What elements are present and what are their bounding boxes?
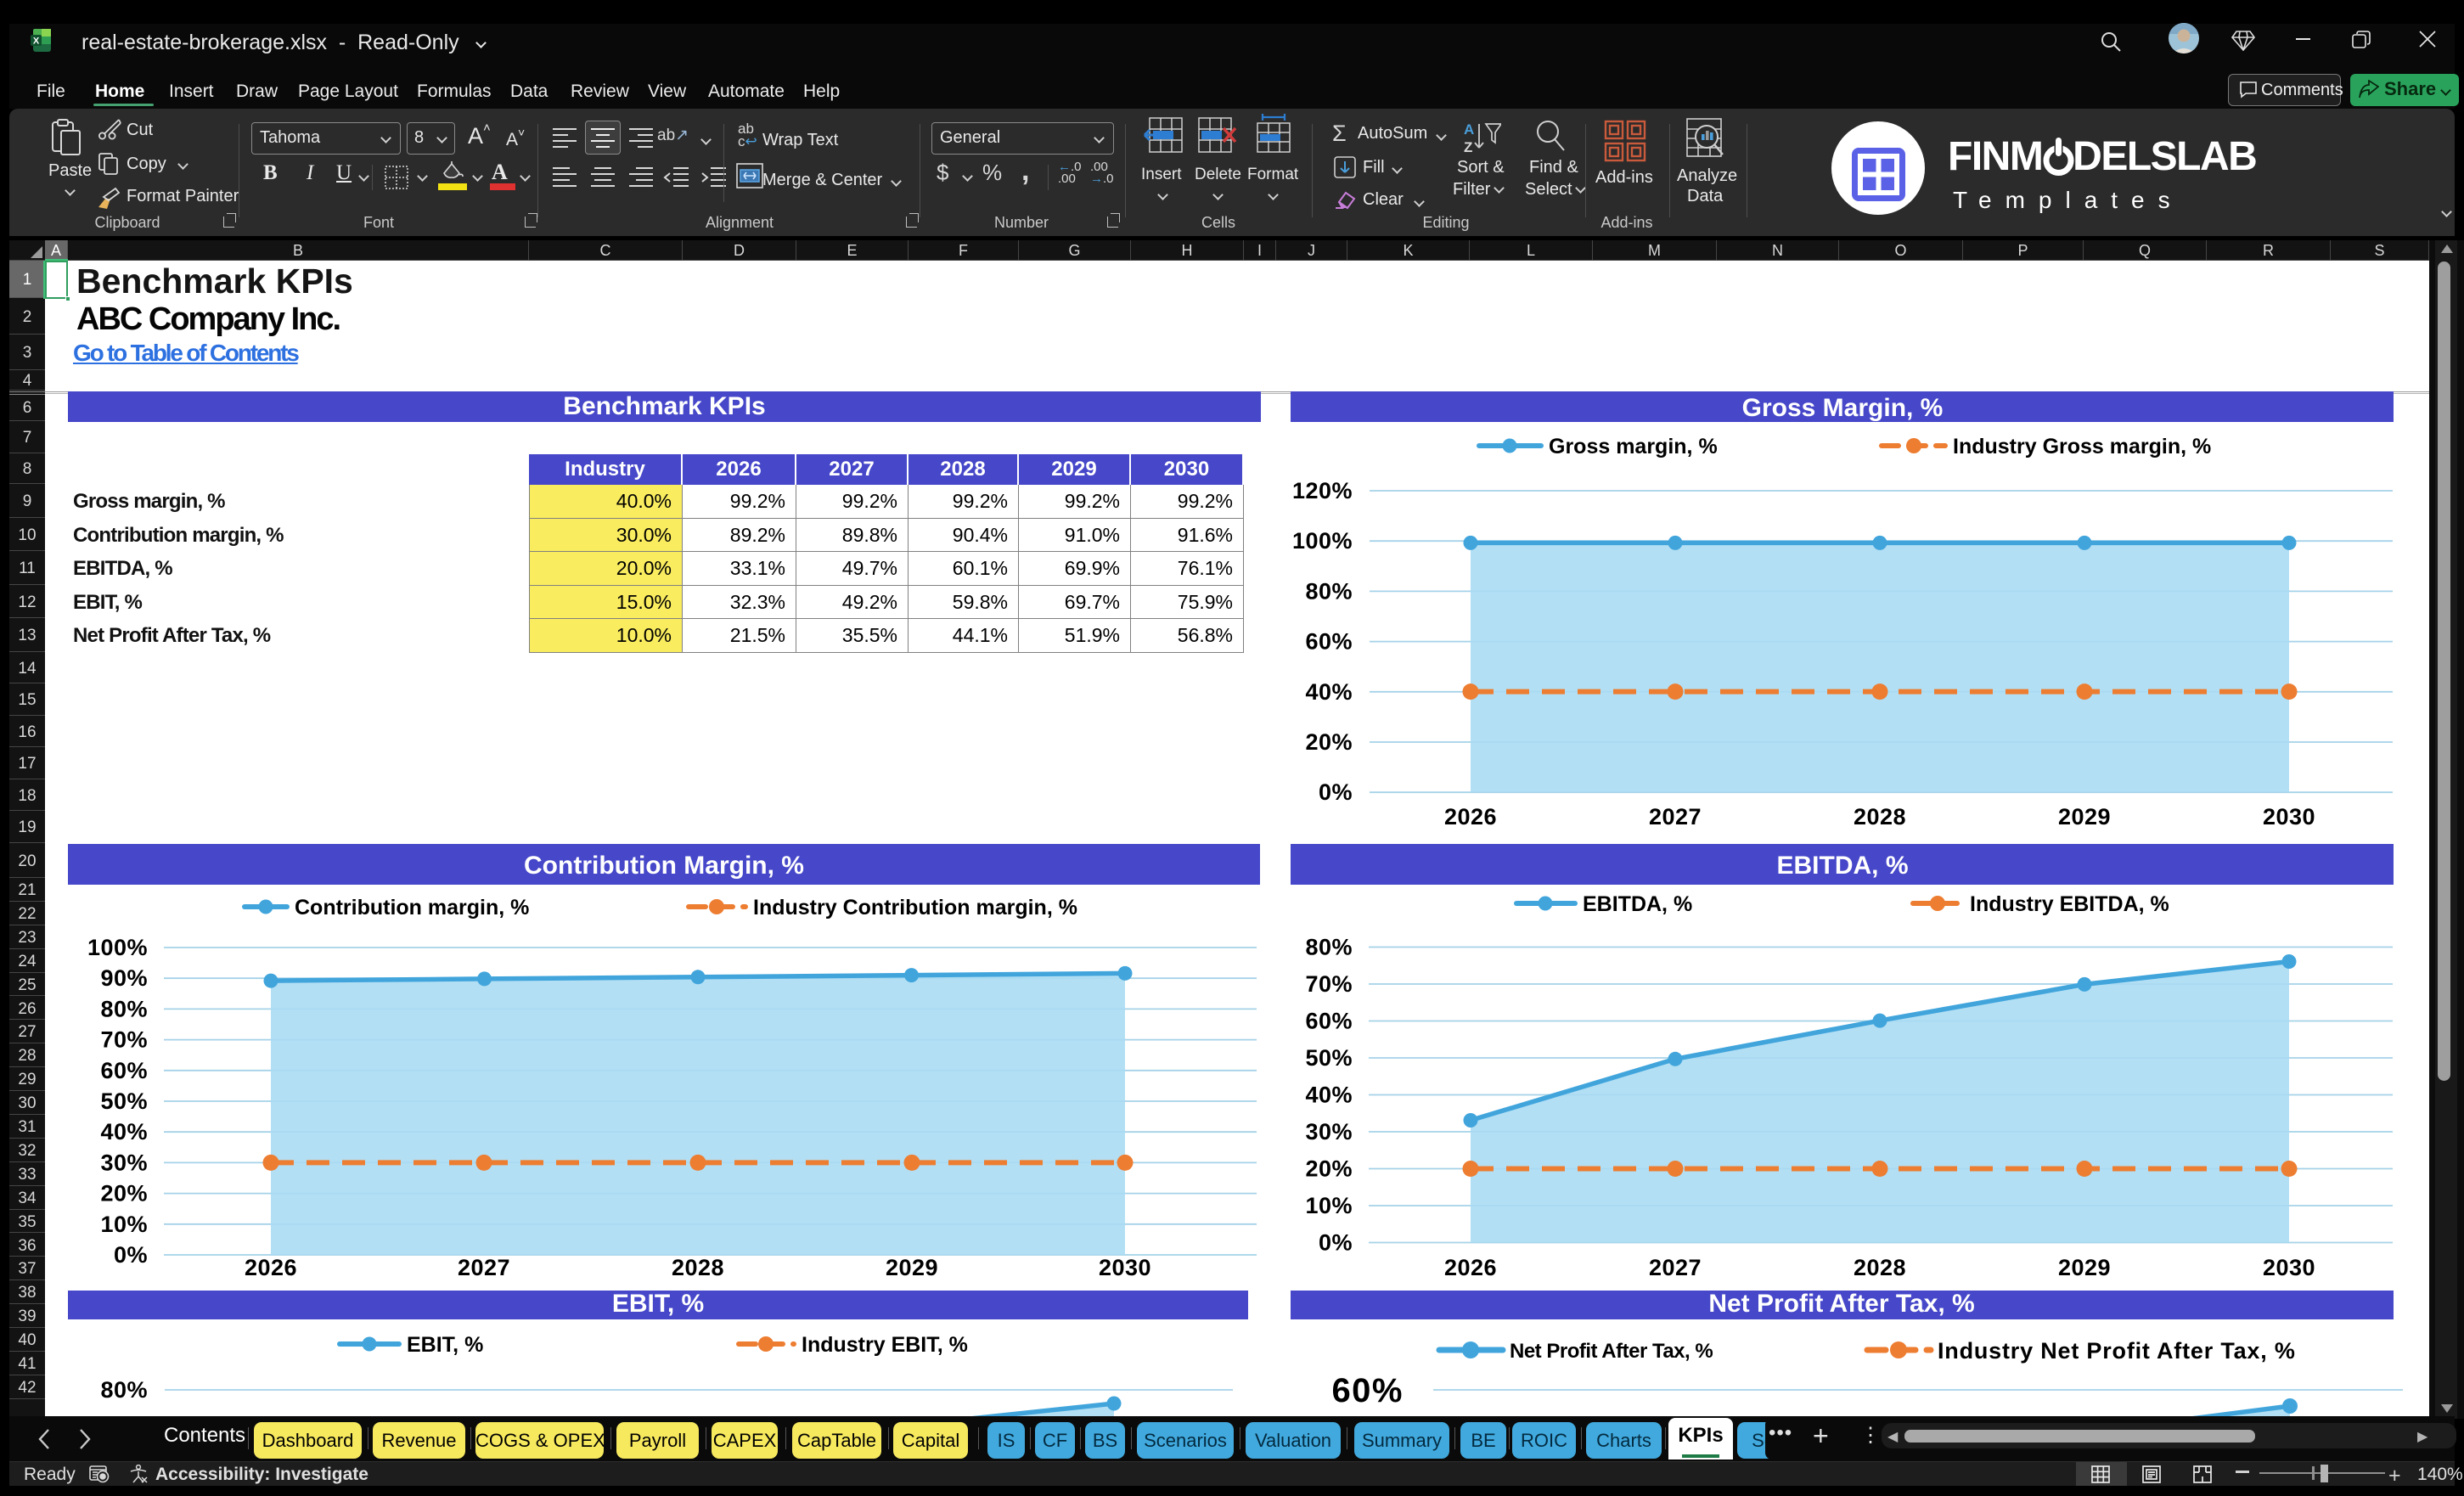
svg-text:2030: 2030 — [2263, 804, 2315, 830]
svg-text:30%: 30% — [1305, 1119, 1353, 1144]
svg-text:50%: 50% — [1305, 1045, 1353, 1071]
svg-text:10%: 10% — [100, 1212, 148, 1237]
svg-text:80%: 80% — [1305, 578, 1353, 604]
svg-text:Industry EBIT, %: Industry EBIT, % — [802, 1333, 968, 1357]
svg-text:50%: 50% — [100, 1088, 148, 1114]
svg-text:Industry Net Profit After Tax,: Industry Net Profit After Tax, % — [1938, 1338, 2296, 1364]
svg-text:2027: 2027 — [1649, 1255, 1702, 1280]
svg-text:Industry Gross margin, %: Industry Gross margin, % — [1953, 435, 2211, 458]
svg-text:Industry Contribution margin,: Industry Contribution margin, % — [753, 896, 1077, 920]
svg-text:2027: 2027 — [458, 1255, 510, 1280]
svg-text:60%: 60% — [1305, 1009, 1353, 1034]
svg-text:20%: 20% — [100, 1181, 148, 1206]
svg-text:Z: Z — [1464, 139, 1472, 155]
svg-text:0%: 0% — [1319, 779, 1353, 805]
svg-text:Contribution margin, %: Contribution margin, % — [295, 896, 529, 920]
svg-text:80%: 80% — [100, 996, 148, 1021]
svg-text:60%: 60% — [100, 1058, 148, 1083]
svg-text:EBITDA, %: EBITDA, % — [1583, 892, 1692, 916]
svg-text:EBIT, %: EBIT, % — [407, 1333, 483, 1357]
svg-text:120%: 120% — [1292, 478, 1353, 503]
svg-text:2027: 2027 — [1649, 804, 1702, 830]
svg-text:Net Profit After Tax, %: Net Profit After Tax, % — [1510, 1340, 1713, 1363]
svg-text:20%: 20% — [1305, 729, 1353, 755]
svg-text:2030: 2030 — [1099, 1255, 1151, 1280]
svg-text:Contribution Margin, %: Contribution Margin, % — [524, 852, 804, 880]
svg-text:40%: 40% — [1305, 1083, 1353, 1108]
svg-text:20%: 20% — [1305, 1156, 1353, 1182]
svg-text:2026: 2026 — [1444, 804, 1497, 830]
svg-text:30%: 30% — [100, 1150, 148, 1175]
svg-text:2030: 2030 — [2263, 1255, 2315, 1280]
svg-text:Net Profit After Tax, %: Net Profit After Tax, % — [1708, 1291, 1974, 1318]
svg-text:2029: 2029 — [2058, 804, 2111, 830]
svg-text:60%: 60% — [1331, 1372, 1404, 1409]
svg-text:EBIT, %: EBIT, % — [612, 1291, 704, 1318]
svg-text:2026: 2026 — [1444, 1255, 1497, 1280]
svg-text:2028: 2028 — [1854, 1255, 1906, 1280]
svg-text:90%: 90% — [100, 965, 148, 991]
svg-text:80%: 80% — [100, 1377, 148, 1403]
svg-text:70%: 70% — [100, 1027, 148, 1053]
svg-text:0%: 0% — [114, 1242, 148, 1268]
svg-text:60%: 60% — [1305, 629, 1353, 655]
svg-text:2029: 2029 — [886, 1255, 938, 1280]
svg-text:100%: 100% — [87, 935, 148, 960]
svg-text:0%: 0% — [1319, 1230, 1353, 1256]
svg-text:2028: 2028 — [1854, 804, 1906, 830]
svg-text:40%: 40% — [100, 1119, 148, 1144]
svg-text:80%: 80% — [1305, 935, 1353, 960]
svg-text:100%: 100% — [1292, 528, 1353, 554]
svg-text:EBITDA, %: EBITDA, % — [1776, 852, 1908, 880]
svg-text:Gross Margin, %: Gross Margin, % — [1742, 394, 1944, 422]
svg-text:A: A — [1464, 121, 1474, 138]
svg-text:Industry EBITDA, %: Industry EBITDA, % — [1970, 892, 2169, 916]
svg-text:2028: 2028 — [672, 1255, 724, 1280]
svg-text:70%: 70% — [1305, 971, 1353, 997]
svg-text:X: X — [33, 37, 40, 47]
svg-text:40%: 40% — [1305, 679, 1353, 705]
svg-text:Gross margin, %: Gross margin, % — [1549, 435, 1718, 458]
svg-text:2026: 2026 — [245, 1255, 297, 1280]
svg-text:10%: 10% — [1305, 1193, 1353, 1218]
svg-text:2029: 2029 — [2058, 1255, 2111, 1280]
